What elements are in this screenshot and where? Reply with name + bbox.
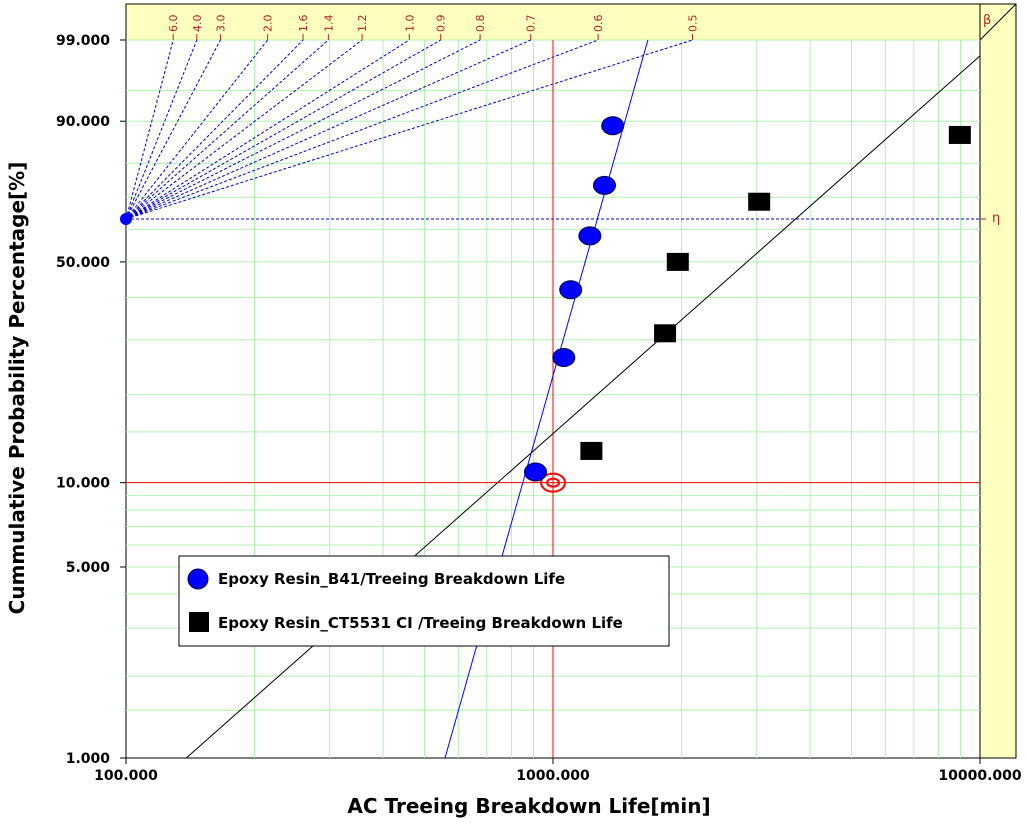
beta-scale: 6.0 4.0 3.0 2.0 1.6 1.4 1.2 1.0 0.9 0.8 0.7 0.6 0.5 (120, 3, 1017, 225)
beta-scale-ray (125, 39, 363, 220)
data-point-series-1 (524, 462, 548, 482)
beta-scale-ray (125, 39, 269, 220)
y-tick-label: 90.000 (56, 114, 110, 130)
beta-scale-label: 4.0 (191, 15, 204, 33)
y-axis-label: Cummulative Probability Percentage[%] (5, 162, 29, 615)
beta-scale-ray (125, 39, 221, 220)
beta-scale-label: 2.0 (262, 15, 275, 33)
data-point-series-1 (601, 116, 625, 136)
data-point-series-1 (559, 280, 583, 300)
legend-square-marker (189, 612, 209, 632)
data-point-series-2 (654, 324, 677, 343)
data-point-series-1 (552, 348, 576, 368)
x-axis-label: AC Treeing Breakdown Life[min] (347, 794, 710, 818)
legend-circle-marker (187, 568, 209, 590)
beta-scale-band-top (125, 3, 1017, 41)
data-point-series-2 (666, 252, 689, 271)
x-tick-label: 100.000 (94, 768, 158, 784)
data-point-series-2 (580, 441, 603, 460)
y-tick-label: 1.000 (66, 751, 111, 767)
data-point-series-1 (578, 226, 602, 246)
legend-label-series-1: Epoxy Resin_B41/Treeing Breakdown Life (218, 570, 565, 588)
beta-corner-diagonal (979, 3, 1017, 41)
beta-scale-label: 0.6 (592, 15, 605, 33)
beta-scale-label: 1.2 (356, 15, 369, 33)
reference-target-outer (540, 472, 566, 493)
beta-scale-ray (125, 39, 693, 220)
beta-scale-ray (125, 39, 531, 220)
y-tick-label: 99.000 (56, 33, 110, 49)
y-tick-label: 10.000 (56, 476, 110, 492)
beta-scale-label: 1.6 (297, 15, 310, 33)
y-tick-label: 50.000 (56, 255, 110, 271)
data-point-series-2 (948, 125, 971, 144)
beta-scale-ray (125, 39, 198, 220)
data-point-series-1 (592, 175, 616, 195)
eta-label: η (992, 211, 1000, 226)
legend-label-series-2: Epoxy Resin_CT5531 CI /Treeing Breakdown… (218, 614, 623, 632)
beta-scale-label: 3.0 (214, 15, 227, 33)
beta-scale-band-right (979, 3, 1017, 759)
beta-label: β (983, 13, 991, 28)
x-tick-label: 1000.000 (516, 768, 590, 784)
y-axis-ticks: 1.000 5.000 10.000 50.000 90.000 99.000 (56, 33, 126, 767)
beta-scale-label: 0.5 (687, 15, 700, 33)
data-markers (524, 116, 971, 482)
data-point-series-2 (748, 192, 771, 211)
beta-scale-ray (125, 39, 304, 220)
beta-scale-label: 0.9 (435, 15, 448, 33)
y-tick-label: 5.000 (66, 560, 111, 576)
legend: Epoxy Resin_B41/Treeing Breakdown Life E… (178, 555, 670, 647)
eta-pole-point (120, 212, 132, 225)
beta-scale-ray (125, 39, 441, 220)
beta-scale-label: 6.0 (167, 15, 180, 33)
legend-box (178, 555, 670, 647)
x-tick-label: 10000.000 (938, 768, 1022, 784)
beta-scale-ray (125, 39, 410, 220)
beta-scale-ray (125, 39, 599, 220)
beta-scale-ray (125, 39, 481, 220)
x-axis-ticks: 100.000 1000.000 10000.000 (94, 758, 1022, 784)
beta-scale-label: 0.7 (525, 15, 538, 33)
beta-scale-label: 0.8 (474, 15, 487, 33)
beta-scale-ray (125, 39, 329, 220)
beta-scale-label: 1.0 (403, 15, 416, 33)
reference-target-inner (546, 477, 560, 488)
beta-scale-label: 1.4 (322, 15, 335, 33)
beta-scale-ray (125, 39, 174, 220)
